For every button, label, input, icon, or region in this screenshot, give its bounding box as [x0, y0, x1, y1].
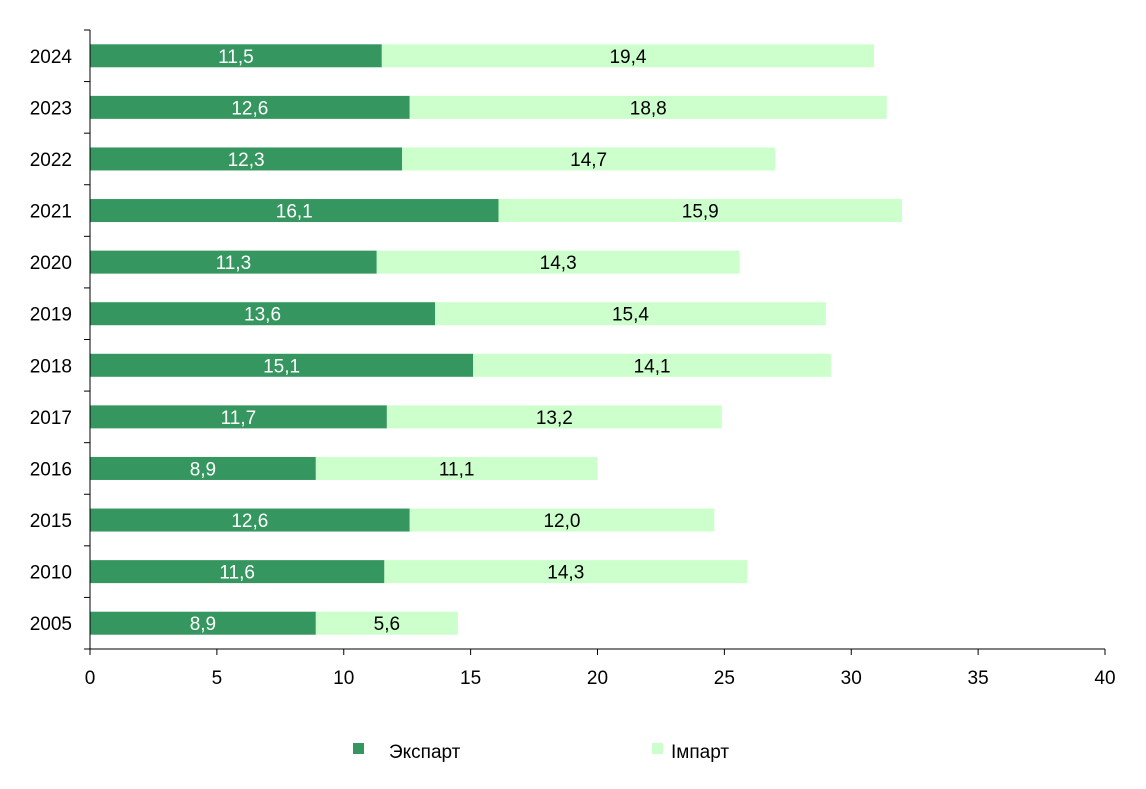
y-tick-label-2023: 2023: [30, 98, 72, 119]
bars-layer: 11,5 19,4 12,6 18,8 12,3 14,7 16,1 15,9 11,3 14,3…: [90, 44, 902, 635]
export-value-label-2023: 12,6: [231, 98, 268, 119]
y-tick-label-2010: 2010: [30, 563, 72, 584]
import-value-label-2020: 14,3: [540, 253, 577, 274]
export-bar-2020: [90, 250, 377, 274]
export-bar-2005: [90, 611, 316, 635]
import-bar-2018: [473, 353, 831, 377]
export-value-label-2005: 8,9: [190, 614, 216, 635]
x-tick-label-40: 40: [1094, 668, 1115, 689]
legend-import-label: Імпарт: [671, 742, 729, 763]
legend: Экспарт Імпарт: [353, 742, 729, 763]
import-value-label-2021: 15,9: [682, 202, 719, 223]
import-bar-2005: [315, 611, 458, 635]
export-value-label-2015: 12,6: [231, 511, 268, 532]
import-value-label-2023: 18,8: [630, 98, 667, 119]
export-value-label-2022: 12,3: [228, 150, 265, 171]
x-tick-label-20: 20: [587, 668, 608, 689]
x-tick-label-0: 0: [85, 668, 96, 689]
export-bar-2024: [90, 44, 382, 68]
y-tick-label-2018: 2018: [30, 356, 72, 377]
x-tick-label-5: 5: [212, 668, 223, 689]
import-bar-2022: [402, 147, 776, 171]
legend-import-swatch: [652, 743, 663, 754]
import-value-label-2015: 12,0: [543, 511, 580, 532]
export-value-label-2019: 13,6: [244, 305, 281, 326]
export-bar-2015: [90, 508, 410, 532]
import-bar-2015: [409, 508, 715, 532]
import-value-label-2016: 11,1: [439, 459, 475, 480]
y-tick-label-2021: 2021: [30, 202, 72, 223]
y-tick-label-2022: 2022: [30, 150, 72, 171]
import-value-label-2005: 5,6: [374, 614, 400, 635]
axes: 2024202320222021202020192018201720162015…: [30, 29, 1116, 689]
y-tick-label-2020: 2020: [30, 253, 72, 274]
import-value-label-2024: 19,4: [609, 47, 646, 68]
export-bar-2010: [90, 560, 385, 584]
import-value-label-2018: 14,1: [634, 356, 671, 377]
export-value-label-2010: 11,6: [219, 563, 255, 584]
export-value-label-2024: 11,5: [218, 47, 254, 68]
y-tick-label-2015: 2015: [30, 511, 72, 532]
import-value-label-2010: 14,3: [547, 563, 584, 584]
export-bar-2019: [90, 302, 436, 326]
x-tick-label-15: 15: [460, 668, 481, 689]
export-value-label-2016: 8,9: [190, 459, 216, 480]
import-bar-2021: [498, 199, 902, 223]
y-tick-label-2005: 2005: [30, 614, 72, 635]
import-bar-2016: [315, 456, 598, 480]
export-value-label-2018: 15,1: [263, 356, 300, 377]
y-tick-label-2024: 2024: [30, 47, 73, 68]
import-bar-2024: [381, 44, 875, 68]
import-value-label-2022: 14,7: [570, 150, 607, 171]
export-value-label-2017: 11,7: [221, 408, 257, 429]
export-bar-2017: [90, 405, 387, 429]
export-bar-2022: [90, 147, 403, 171]
export-bar-2021: [90, 199, 499, 223]
x-tick-label-30: 30: [841, 668, 862, 689]
export-value-label-2020: 11,3: [216, 253, 252, 274]
import-bar-2023: [409, 95, 887, 119]
y-tick-label-2017: 2017: [30, 408, 72, 429]
import-value-label-2019: 15,4: [612, 305, 649, 326]
export-bar-2023: [90, 95, 410, 119]
import-bar-2017: [386, 405, 722, 429]
import-bar-2019: [435, 302, 826, 326]
export-bar-2018: [90, 353, 474, 377]
y-tick-label-2019: 2019: [30, 305, 72, 326]
import-bar-2020: [376, 250, 740, 274]
x-tick-label-25: 25: [714, 668, 735, 689]
import-value-label-2017: 13,2: [536, 408, 573, 429]
import-bar-2010: [384, 560, 748, 584]
x-tick-label-35: 35: [968, 668, 989, 689]
legend-export-swatch: [353, 743, 364, 754]
x-tick-label-10: 10: [333, 668, 354, 689]
export-value-label-2021: 16,1: [276, 202, 313, 223]
legend-export-label: Экспарт: [389, 742, 461, 763]
export-bar-2016: [90, 456, 316, 480]
y-tick-label-2016: 2016: [30, 459, 72, 480]
